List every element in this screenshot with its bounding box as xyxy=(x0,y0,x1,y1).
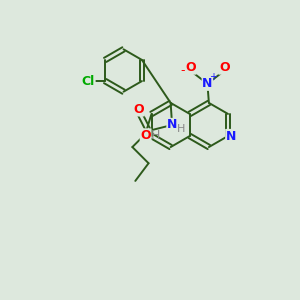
Text: O: O xyxy=(185,61,196,74)
Text: N: N xyxy=(226,130,236,142)
Text: -: - xyxy=(180,64,185,77)
Text: H: H xyxy=(151,129,160,142)
Text: Cl: Cl xyxy=(82,75,95,88)
Text: N: N xyxy=(202,77,213,90)
Text: O: O xyxy=(219,61,230,74)
Text: O: O xyxy=(140,129,151,142)
Text: +: + xyxy=(209,72,217,82)
Text: O: O xyxy=(134,103,144,116)
Text: N: N xyxy=(167,118,177,131)
Text: H: H xyxy=(177,124,186,134)
